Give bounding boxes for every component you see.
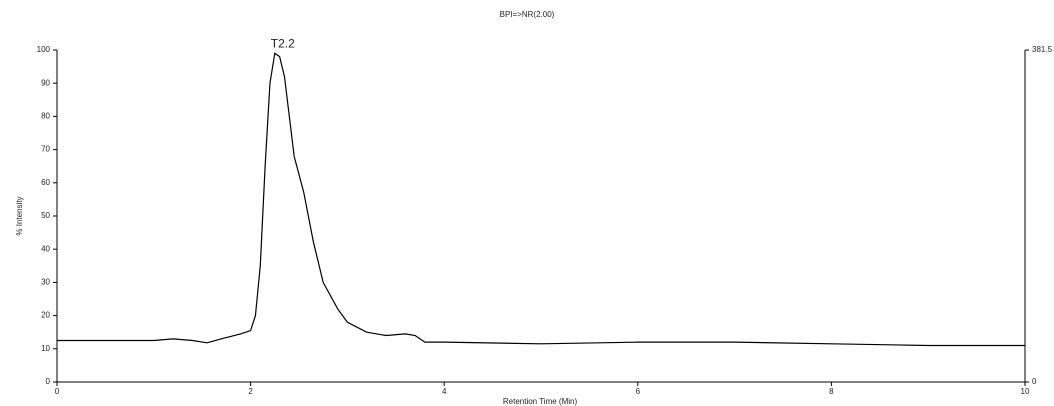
x-tick-label: 2 bbox=[248, 387, 253, 396]
y-tick-label: 40 bbox=[41, 244, 50, 253]
chart-title: BPI=>NR(2.00) bbox=[500, 10, 555, 19]
y-tick-label: 90 bbox=[41, 78, 50, 87]
y-tick-label: 30 bbox=[41, 278, 50, 287]
y-tick-label: 20 bbox=[41, 311, 50, 320]
y-tick-label: 80 bbox=[41, 112, 50, 121]
y-tick-label: 100 bbox=[37, 45, 51, 54]
x-tick-label: 10 bbox=[1021, 387, 1030, 396]
line bbox=[57, 52, 1025, 347]
x-tick-label: 0 bbox=[55, 387, 60, 396]
y2-tick-label: 381.5 bbox=[1032, 45, 1053, 54]
y2-tick-label: 0 bbox=[1032, 377, 1037, 386]
x-tick-label: 6 bbox=[636, 387, 641, 396]
y-tick-label: 70 bbox=[41, 145, 50, 154]
y-tick-label: 0 bbox=[46, 377, 51, 386]
y-axis-label: % Intensity bbox=[15, 196, 24, 235]
y-tick-label: 50 bbox=[41, 211, 50, 220]
x-axis-label: Retention Time (Min) bbox=[503, 397, 578, 406]
x-tick-label: 8 bbox=[829, 387, 834, 396]
peak-annotation: T2.2 bbox=[271, 36, 295, 50]
y-tick-label: 10 bbox=[41, 344, 50, 353]
y-tick-label: 60 bbox=[41, 178, 50, 187]
x-tick-label: 4 bbox=[442, 387, 447, 396]
